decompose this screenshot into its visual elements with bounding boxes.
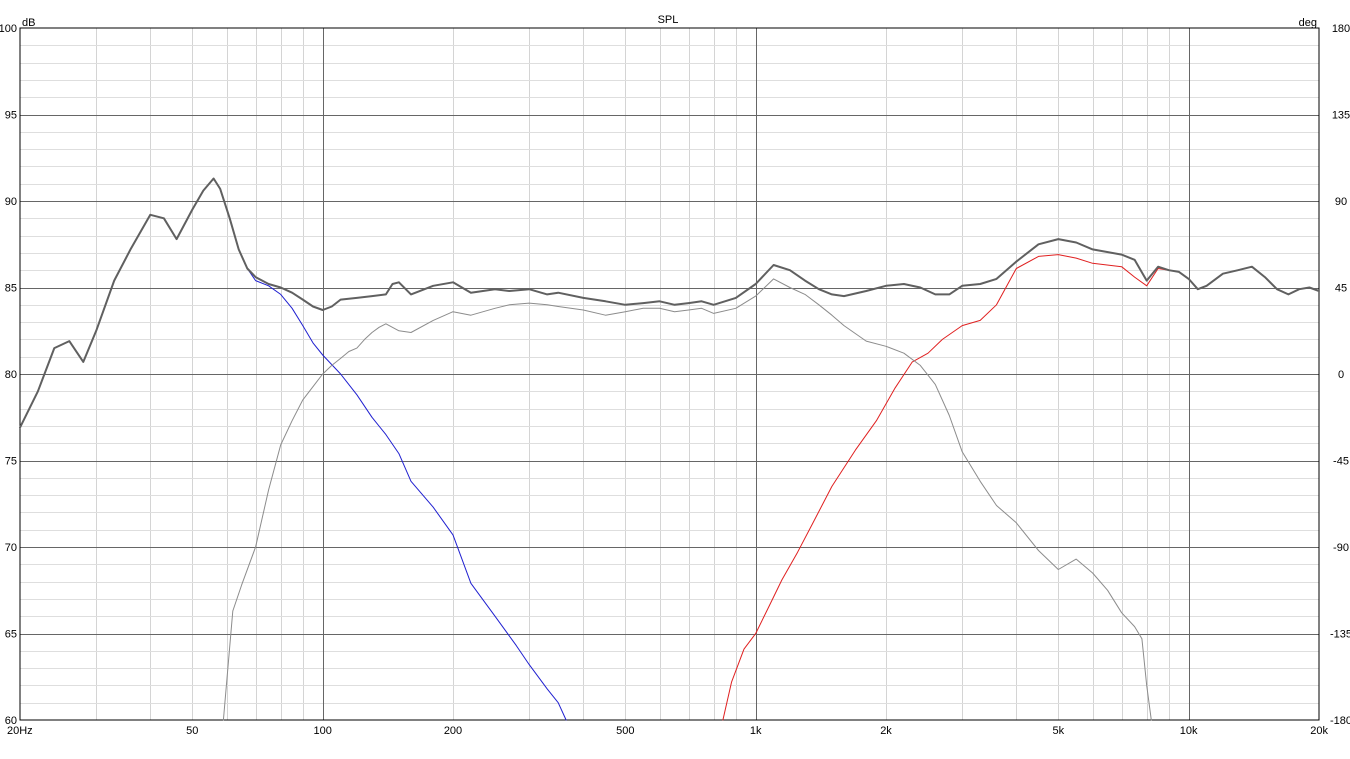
y-tick-label-right: 90 [1335,196,1347,208]
x-tick-label: 100 [313,725,331,737]
y-tick-label-right: 45 [1335,283,1347,295]
series-line-3 [222,278,1152,721]
x-tick-label: 20Hz [7,725,33,737]
x-tick-label: 2k [880,725,892,737]
y-tick-label-right: -180 [1330,715,1350,727]
labels-layer: SPL dB deg [22,14,1317,29]
x-tick-label: 50 [186,725,198,737]
x-tick-label: 5k [1052,725,1064,737]
series-layer [19,177,1320,721]
y-tick-label-left: 100 [0,23,17,35]
y-tick-label-left: 65 [5,629,17,641]
y-tick-label-left: 75 [5,456,17,468]
y-tick-label-left: 85 [5,283,17,295]
y-tick-label-left: 95 [5,110,17,122]
y-tick-label-right: -90 [1333,542,1349,554]
y-axis-left-unit: dB [22,17,35,29]
y-axis-right-unit: deg [1299,17,1317,29]
y-tick-label-right: 180 [1332,23,1350,35]
ticks-layer: 100 95 90 85 80 75 70 65 60 180 135 90 45 0 -45 -90 -135… [0,23,1350,737]
major-grid [20,28,1319,720]
y-tick-label-left: 60 [5,715,17,727]
y-tick-label-right: -135 [1330,629,1350,641]
x-tick-label: 20k [1310,725,1328,737]
series-line-4 [19,177,1320,429]
y-tick-label-right: 0 [1338,369,1344,381]
y-tick-label-right: -45 [1333,456,1349,468]
chart-title: SPL [658,14,679,26]
x-tick-label: 1k [750,725,762,737]
y-tick-label-right: 135 [1332,110,1350,122]
y-tick-label-left: 90 [5,196,17,208]
y-tick-label-left: 80 [5,369,17,381]
y-tick-label-left: 70 [5,542,17,554]
x-tick-label: 500 [616,725,634,737]
plot-frame [19,27,1320,721]
x-tick-label: 200 [444,725,462,737]
x-tick-label: 10k [1180,725,1198,737]
